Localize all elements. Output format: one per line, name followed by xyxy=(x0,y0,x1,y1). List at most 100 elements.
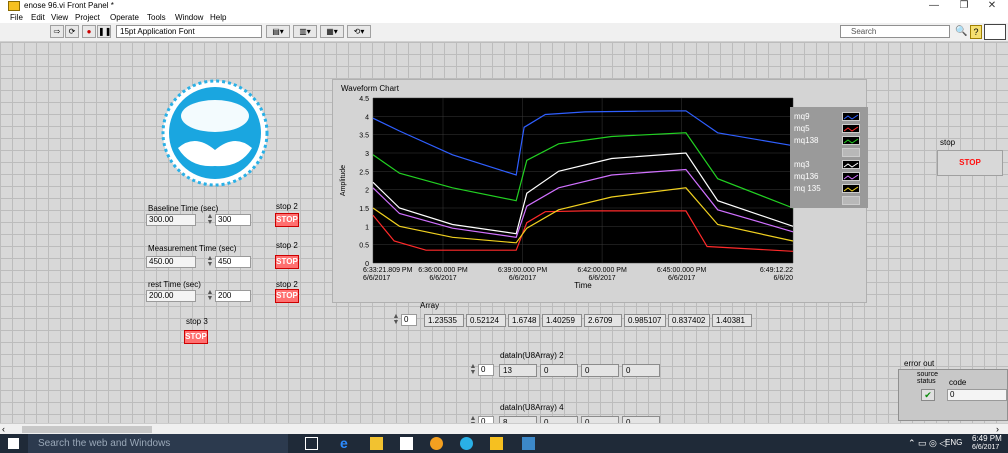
datain4-index[interactable]: 0 xyxy=(478,416,494,423)
close-button[interactable]: ✕ xyxy=(987,0,997,11)
align-objects-icon[interactable]: ▤▾ xyxy=(266,25,290,38)
menu-view[interactable]: View xyxy=(51,13,69,22)
legend-swatch-empty-2[interactable] xyxy=(842,196,860,205)
stop-button[interactable]: STOP xyxy=(937,150,1003,176)
menu-tools[interactable]: Tools xyxy=(147,13,166,22)
menu-file[interactable]: File xyxy=(10,13,23,22)
error-status-label: status xyxy=(917,378,936,385)
scroll-right-icon[interactable]: › xyxy=(996,424,999,434)
legend-swatch-mq136[interactable] xyxy=(842,172,860,181)
rest-stop-button[interactable]: STOP xyxy=(275,289,299,303)
legend-swatch-mq138[interactable] xyxy=(842,136,860,145)
error-code-value: 0 xyxy=(947,389,1007,401)
legend-label-mq3: mq3 xyxy=(794,160,810,169)
baseline-time-indicator: 300.00 xyxy=(146,214,196,226)
x-tick-label: 6:49:12.22 xyxy=(760,267,793,274)
restore-button[interactable]: ❐ xyxy=(959,0,969,11)
x-tick-label: 6:42:00.000 PM xyxy=(577,267,627,274)
network-icon[interactable]: ⌃ ▭ ◎ ◁ xyxy=(908,438,947,448)
legend-swatch-mq9[interactable] xyxy=(842,112,860,121)
measurement-spin-icon[interactable]: ▲ ▼ xyxy=(206,255,214,268)
clock-date[interactable]: 6/6/2017 xyxy=(972,444,1000,451)
legend-swatch-mq5[interactable] xyxy=(842,124,860,133)
legend-swatch-mq3[interactable] xyxy=(842,160,860,169)
toolbar: ⇨ ⟳ ● ❚❚ 15pt Application Font ▤▾ ▥▾ ▦▾ … xyxy=(0,23,1008,42)
menu-window[interactable]: Window xyxy=(175,13,204,22)
taskbar-search[interactable]: Search the web and Windows xyxy=(28,434,288,453)
array-index[interactable]: 0 xyxy=(401,314,417,326)
stop3-button[interactable]: STOP xyxy=(184,330,208,344)
legend-label-mq5: mq5 xyxy=(794,124,810,133)
waveform-chart: Waveform Chart 0 0.5 1 1.5 2 2.5 3 3.5 4 4.5 6:33:2… xyxy=(332,79,867,303)
connector-pane-icon[interactable] xyxy=(984,24,1006,40)
x-tick-date-label: 6/6/20 xyxy=(774,275,794,282)
reorder-icon[interactable]: ⟲▾ xyxy=(347,25,371,38)
resize-objects-icon[interactable]: ▦▾ xyxy=(320,25,344,38)
font-selector-value: 15pt Application Font xyxy=(120,27,195,36)
scroll-thumb[interactable] xyxy=(22,426,152,433)
language-indicator[interactable]: ENG xyxy=(945,438,963,447)
baseline-stop-button[interactable]: STOP xyxy=(275,213,299,227)
baseline-stop-label: stop 2 xyxy=(276,202,298,211)
help-icon[interactable]: ? xyxy=(970,25,982,39)
error-source-label: source xyxy=(917,371,939,378)
font-selector[interactable]: 15pt Application Font xyxy=(116,25,262,38)
measurement-time-control[interactable]: 450 xyxy=(215,256,251,268)
x-tick-date-label: 6/6/2017 xyxy=(429,275,456,282)
legend-line-mq135 xyxy=(843,186,859,192)
edge-icon[interactable]: e xyxy=(340,435,348,451)
measurement-stop-label: stop 2 xyxy=(276,241,298,250)
infinity-app-icon[interactable] xyxy=(460,437,473,450)
legend-label-mq138: mq138 xyxy=(794,136,819,145)
array-index-spin-icon[interactable]: ▲ ▼ xyxy=(392,313,400,326)
search-icon[interactable]: 🔍 xyxy=(955,26,968,37)
x-tick-date-label: 6/6/2017 xyxy=(668,275,695,282)
y-tick-label: 3.5 xyxy=(359,133,369,140)
clock-time[interactable]: 6:49 PM xyxy=(972,434,1002,443)
windows-start-icon[interactable] xyxy=(8,438,19,449)
datain2-index-spin-icon[interactable]: ▲ ▼ xyxy=(469,363,477,376)
datain4-element: 8 xyxy=(499,416,537,423)
search-placeholder: Search xyxy=(851,27,877,36)
waveform-chart-svg[interactable]: Waveform Chart 0 0.5 1 1.5 2 2.5 3 3.5 4 4.5 6:33:2… xyxy=(333,80,868,304)
measurement-stop-button[interactable]: STOP xyxy=(275,255,299,269)
rest-spin-icon[interactable]: ▲ ▼ xyxy=(206,289,214,302)
labview-front-panel-taskbar-icon[interactable] xyxy=(522,437,535,450)
series-line-mq5 xyxy=(372,210,794,252)
series-line-mq135 xyxy=(372,187,794,244)
file-explorer-icon[interactable] xyxy=(370,437,383,450)
windows-taskbar: Search the web and Windows e ⌃ ▭ ◎ ◁ ENG… xyxy=(0,434,1008,453)
chrome-icon[interactable] xyxy=(430,437,443,450)
distribute-objects-icon[interactable]: ▥▾ xyxy=(293,25,317,38)
labview-taskbar-icon[interactable] xyxy=(490,437,503,450)
rest-time-control[interactable]: 200 xyxy=(215,290,251,302)
plot-area xyxy=(373,98,793,263)
pause-icon[interactable]: ❚❚ xyxy=(97,25,112,38)
array-element: 2.6709 xyxy=(584,314,622,327)
legend-swatch-mq135[interactable] xyxy=(842,184,860,193)
baseline-spin-icon[interactable]: ▲ ▼ xyxy=(206,213,214,226)
search-input[interactable]: Search xyxy=(840,25,950,38)
legend-label-mq9: mq9 xyxy=(794,112,810,121)
task-view-icon[interactable] xyxy=(305,437,318,450)
abort-icon[interactable]: ● xyxy=(82,25,96,38)
store-icon[interactable] xyxy=(400,437,413,450)
datain4-index-spin-icon[interactable]: ▲▼ xyxy=(469,415,477,423)
menu-project[interactable]: Project xyxy=(75,13,100,22)
legend-line-mq136 xyxy=(843,174,859,180)
menu-edit[interactable]: Edit xyxy=(31,13,45,22)
datain2-index[interactable]: 0 xyxy=(478,364,494,376)
run-arrow-icon[interactable]: ⇨ xyxy=(50,25,64,38)
legend-label-mq135: mq 135 xyxy=(794,184,821,193)
scroll-left-icon[interactable]: ‹ xyxy=(2,424,5,434)
run-continuously-icon[interactable]: ⟳ xyxy=(65,25,79,38)
horizontal-scrollbar[interactable]: ‹ › xyxy=(0,423,1008,435)
array-label: Array xyxy=(420,301,440,310)
menu-help[interactable]: Help xyxy=(210,13,227,22)
baseline-time-control[interactable]: 300 xyxy=(215,214,251,226)
menu-operate[interactable]: Operate xyxy=(110,13,139,22)
legend-swatch-empty[interactable] xyxy=(842,148,860,157)
y-tick-label: 2.5 xyxy=(359,169,369,176)
chart-title: Waveform Chart xyxy=(341,84,400,93)
minimize-button[interactable]: — xyxy=(929,0,939,11)
